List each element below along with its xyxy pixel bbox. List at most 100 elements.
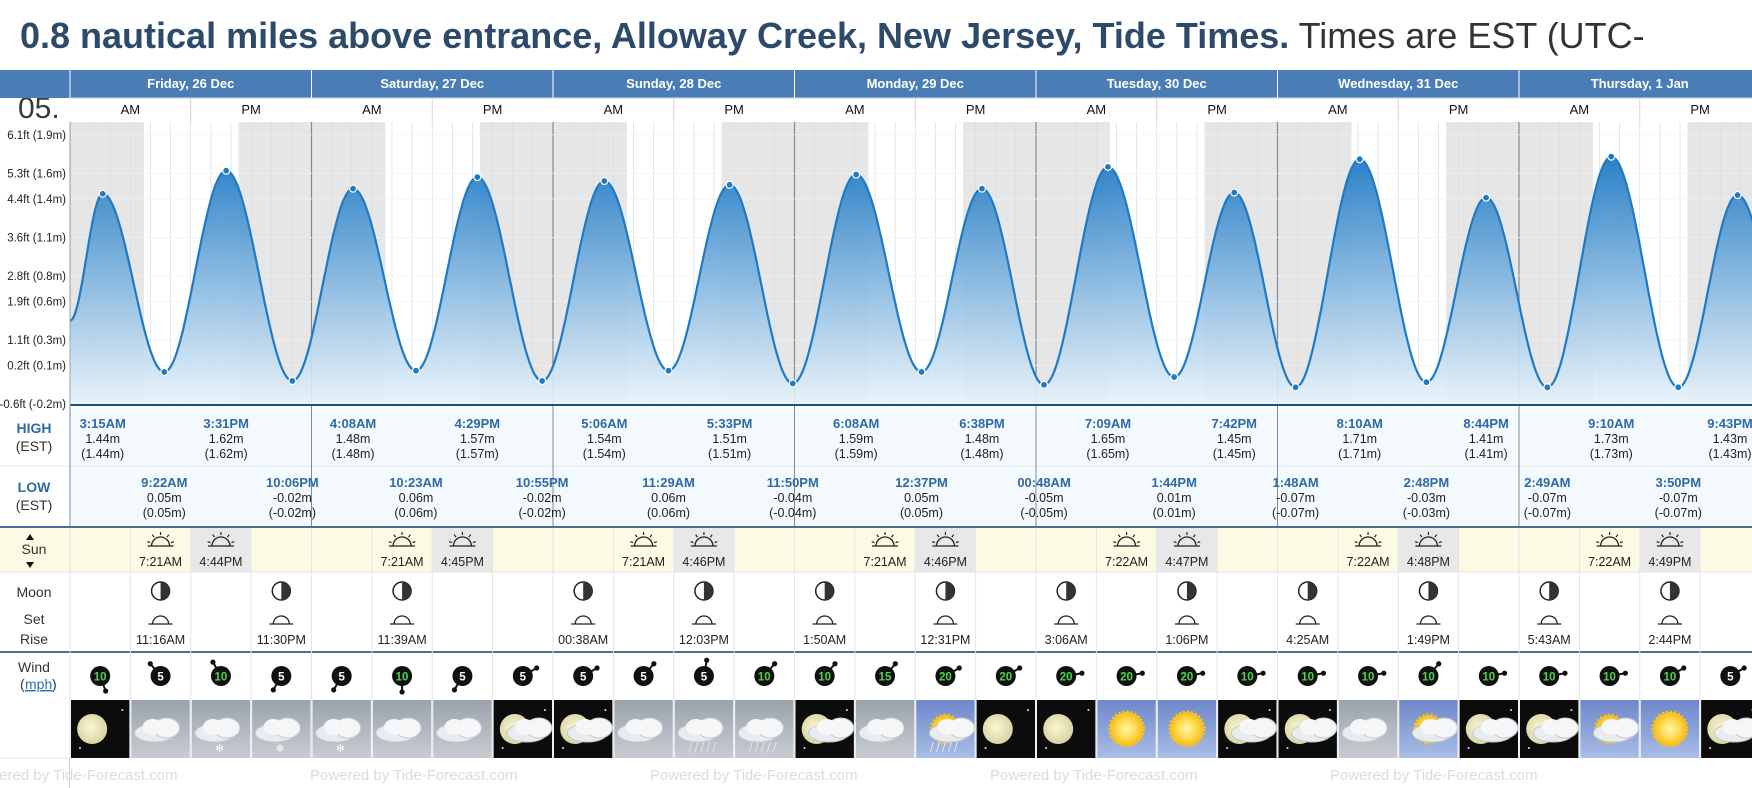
wind-badge: 10 xyxy=(1237,666,1266,686)
low-tide-time: 10:55PM xyxy=(516,475,569,490)
wind-arrow-head xyxy=(451,687,458,693)
sunset-ray xyxy=(931,541,936,544)
sunset-ray xyxy=(951,534,955,538)
wind-unit-link[interactable]: mph xyxy=(25,676,52,692)
wind-speed-value: 5 xyxy=(278,672,285,684)
wind-arrow-head xyxy=(1436,661,1442,667)
star xyxy=(544,709,546,711)
sunset-ray xyxy=(1414,541,1419,544)
wind-badge: 20 xyxy=(935,665,962,686)
low-tide-time: 3:50PM xyxy=(1656,475,1702,490)
high-tide-point xyxy=(725,180,734,189)
moon-clear-icon xyxy=(976,700,1035,758)
low-tide-time: 9:22AM xyxy=(141,475,187,490)
pm-label: PM xyxy=(241,102,261,117)
sunset-ray xyxy=(1178,534,1181,538)
wind-badge: 10 xyxy=(1659,665,1687,686)
wind-arrow-head xyxy=(1681,665,1687,671)
sunrise-ray xyxy=(634,534,638,538)
moon-cloudy-icon xyxy=(1701,700,1752,758)
moon-phase-shade xyxy=(583,582,593,600)
rain-drop xyxy=(712,741,717,753)
low-tide-point xyxy=(1422,378,1431,387)
footer-bg xyxy=(70,758,1752,788)
star xyxy=(1045,747,1047,749)
low-tide-time: 1:44PM xyxy=(1151,475,1197,490)
cloud-shape xyxy=(1541,719,1562,735)
wind-speed-value: 20 xyxy=(1120,672,1133,684)
sunset-icon xyxy=(1173,532,1201,547)
wind-speed-circle xyxy=(875,666,896,686)
wind-arrow-head xyxy=(147,661,153,667)
moonset-time: 4:25AM xyxy=(1286,633,1329,647)
moon-shape xyxy=(77,714,108,744)
sunrise-ray xyxy=(1132,534,1136,538)
sunset-time: 4:46PM xyxy=(682,555,725,569)
wind-arrow-head xyxy=(270,687,276,693)
star xyxy=(1226,747,1229,749)
sun-cloudy-icon xyxy=(1580,700,1640,758)
star xyxy=(121,709,124,711)
footer-watermark: Powered by Tide-Forecast.com xyxy=(650,767,858,784)
cloud-shape xyxy=(625,719,646,735)
wind-speed-circle xyxy=(1297,666,1318,686)
wind-arrow-head xyxy=(1260,670,1266,676)
sunset-cell-bg xyxy=(673,528,735,572)
moon-horizon-arc xyxy=(1299,615,1317,625)
wind-speed-value: 5 xyxy=(157,672,164,684)
moon-cloudy-icon xyxy=(554,700,613,758)
moon-phase-shade xyxy=(824,582,834,600)
sunset-ray xyxy=(690,541,694,544)
sunset-ray xyxy=(207,541,211,544)
moonrise-time: 12:03PM xyxy=(679,633,729,647)
high-tide-height: 1.43m xyxy=(1713,432,1748,446)
sun-row-label: Sun xyxy=(22,541,47,557)
sunset-ray xyxy=(1192,534,1196,538)
moon-cloudy-icon xyxy=(1278,700,1338,758)
high-tide-height: 1.48m xyxy=(965,432,1000,446)
cloud-shape xyxy=(867,719,888,735)
high-tide-height: 1.41m xyxy=(1469,432,1504,446)
wind-speed-circle xyxy=(1720,666,1741,686)
wind-speed-value: 20 xyxy=(999,672,1012,684)
high-tide-time: 9:43PM xyxy=(1707,416,1752,431)
low-tide-height-alt: (0.06m) xyxy=(394,506,437,520)
sunrise-ray xyxy=(653,541,658,544)
sunrise-ray xyxy=(1600,534,1604,538)
sunrise-ray xyxy=(1359,534,1363,538)
wind-badge: 5 xyxy=(512,665,540,686)
high-tide-point xyxy=(1481,193,1491,202)
star xyxy=(1027,709,1029,711)
wind-badge: 10 xyxy=(1418,661,1442,686)
cloud-shape xyxy=(1350,719,1371,735)
sunrise-sun-arc xyxy=(633,536,654,547)
high-tide-point xyxy=(348,184,358,193)
moonrise-icon xyxy=(691,581,716,625)
pm-label: PM xyxy=(966,102,986,117)
moon-horizon-arc xyxy=(1178,615,1196,625)
sunny-icon xyxy=(1157,700,1217,758)
star xyxy=(501,747,504,749)
wind-speed-circle xyxy=(392,666,413,686)
sunrise-ray xyxy=(1615,534,1619,538)
high-row-label: HIGH xyxy=(17,420,52,436)
sunrise-ray xyxy=(1113,541,1117,544)
wind-speed-value: 5 xyxy=(640,672,647,684)
high-tide-time: 8:10AM xyxy=(1337,416,1383,431)
star xyxy=(845,709,848,711)
low-tide-time: 12:37PM xyxy=(895,475,948,490)
moonrise-icon xyxy=(1174,581,1199,625)
sunrise-time: 7:22AM xyxy=(1588,555,1631,569)
wind-badge: 10 xyxy=(1297,666,1327,686)
wind-badge: 10 xyxy=(754,661,778,686)
high-tide-time: 4:29PM xyxy=(455,416,501,431)
rain-drop xyxy=(748,741,753,753)
wind-badge: 10 xyxy=(210,659,231,686)
low-row-sublabel: (EST) xyxy=(16,497,53,513)
wind-arrow-head xyxy=(1501,670,1508,676)
day-label: Wednesday, 31 Dec xyxy=(1338,76,1458,91)
sunset-ray xyxy=(1656,541,1660,544)
wind-speed-value: 10 xyxy=(215,672,228,684)
high-tide-height: 1.44m xyxy=(85,432,120,446)
moonset-time: 3:06AM xyxy=(1045,633,1088,647)
